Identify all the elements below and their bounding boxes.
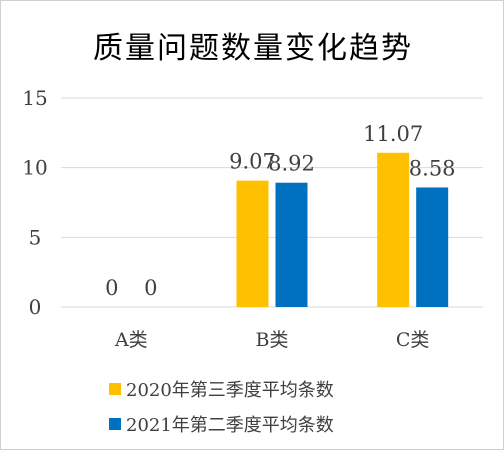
- y-tick-label: 0: [29, 295, 42, 319]
- y-tick-label: 5: [29, 225, 42, 249]
- legend-label-2020q3: 2020年第三季度平均条数: [126, 379, 334, 401]
- bar-value-label: 0: [144, 276, 157, 300]
- legend: 2020年第三季度平均条数 2021年第二季度平均条数: [109, 371, 334, 441]
- bar-value-label: 9.07: [229, 150, 276, 174]
- y-tick-label: 10: [22, 156, 47, 180]
- x-category-label: B类: [256, 329, 289, 351]
- bar-chart: 质量问题数量变化趋势 0 5 10 15 0 0 9.078.92 11.07 8.58 A类…: [22, 31, 483, 351]
- chart-title: 质量问题数量变化趋势: [93, 31, 413, 66]
- bar: [377, 152, 410, 307]
- x-category-label: C类: [396, 329, 430, 351]
- x-category-label: A类: [114, 329, 148, 351]
- legend-swatch-2021q2: [109, 417, 121, 430]
- bar-value-label: 8.92: [268, 152, 315, 176]
- bar-value-label: 8.58: [409, 156, 456, 180]
- legend-item-2021q2: 2021年第二季度平均条数: [109, 406, 334, 441]
- bar-value-label: 0: [105, 276, 118, 300]
- bar: [236, 180, 269, 307]
- y-tick-label: 15: [22, 86, 47, 110]
- bar: [275, 182, 308, 307]
- legend-label-2021q2: 2021年第二季度平均条数: [126, 414, 334, 436]
- bar-value-label: 11.07: [363, 122, 423, 146]
- bar: [416, 187, 449, 307]
- legend-swatch-2020q3: [109, 382, 121, 395]
- legend-item-2020q3: 2020年第三季度平均条数: [109, 371, 334, 406]
